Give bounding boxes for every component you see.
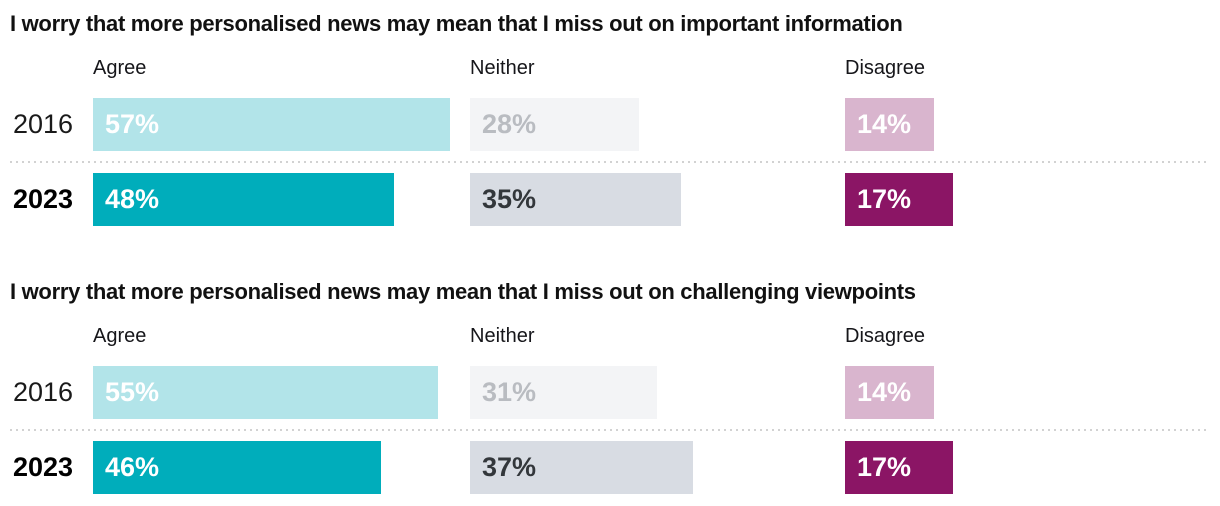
bar-value-label: 55% [105,377,160,407]
chart-title: I worry that more personalised news may … [10,279,916,304]
year-label-2023: 2023 [13,452,74,482]
bar-value-label: 17% [857,184,912,214]
bar-agree-2016: 55% [93,366,438,419]
bar-disagree-2016: 14% [845,98,934,151]
bar-neither-2023: 37% [470,441,693,494]
bar-neither-2016: 31% [470,366,657,419]
row-separator [10,429,1208,431]
year-label-2023: 2023 [13,184,74,214]
bar-value-label: 14% [857,109,912,139]
bar-value-label: 31% [482,377,537,407]
column-header-agree: Agree [93,57,147,79]
bar-value-label: 35% [482,184,537,214]
row-separator [10,161,1208,163]
year-label-2016: 2016 [13,109,74,139]
column-header-disagree: Disagree [845,57,926,79]
column-header-agree: Agree [93,325,147,347]
column-header-neither: Neither [470,57,535,79]
bar-agree-2023: 46% [93,441,381,494]
bar-value-label: 57% [105,109,160,139]
year-label-2016: 2016 [13,377,74,407]
bar-value-label: 17% [857,452,912,482]
chart-important-information: I worry that more personalised news may … [0,0,1220,238]
column-header-neither: Neither [470,325,535,347]
bar-agree-2016: 57% [93,98,450,151]
column-header-disagree: Disagree [845,325,926,347]
bar-disagree-2023: 17% [845,173,953,226]
bar-value-label: 37% [482,452,537,482]
bar-neither-2023: 35% [470,173,681,226]
chart-title: I worry that more personalised news may … [10,11,903,36]
bar-disagree-2023: 17% [845,441,953,494]
chart-challenging-viewpoints: I worry that more personalised news may … [0,268,1220,506]
bar-value-label: 28% [482,109,537,139]
bar-value-label: 48% [105,184,160,214]
bar-disagree-2016: 14% [845,366,934,419]
bar-agree-2023: 48% [93,173,394,226]
bar-value-label: 14% [857,377,912,407]
bar-neither-2016: 28% [470,98,639,151]
bar-value-label: 46% [105,452,160,482]
